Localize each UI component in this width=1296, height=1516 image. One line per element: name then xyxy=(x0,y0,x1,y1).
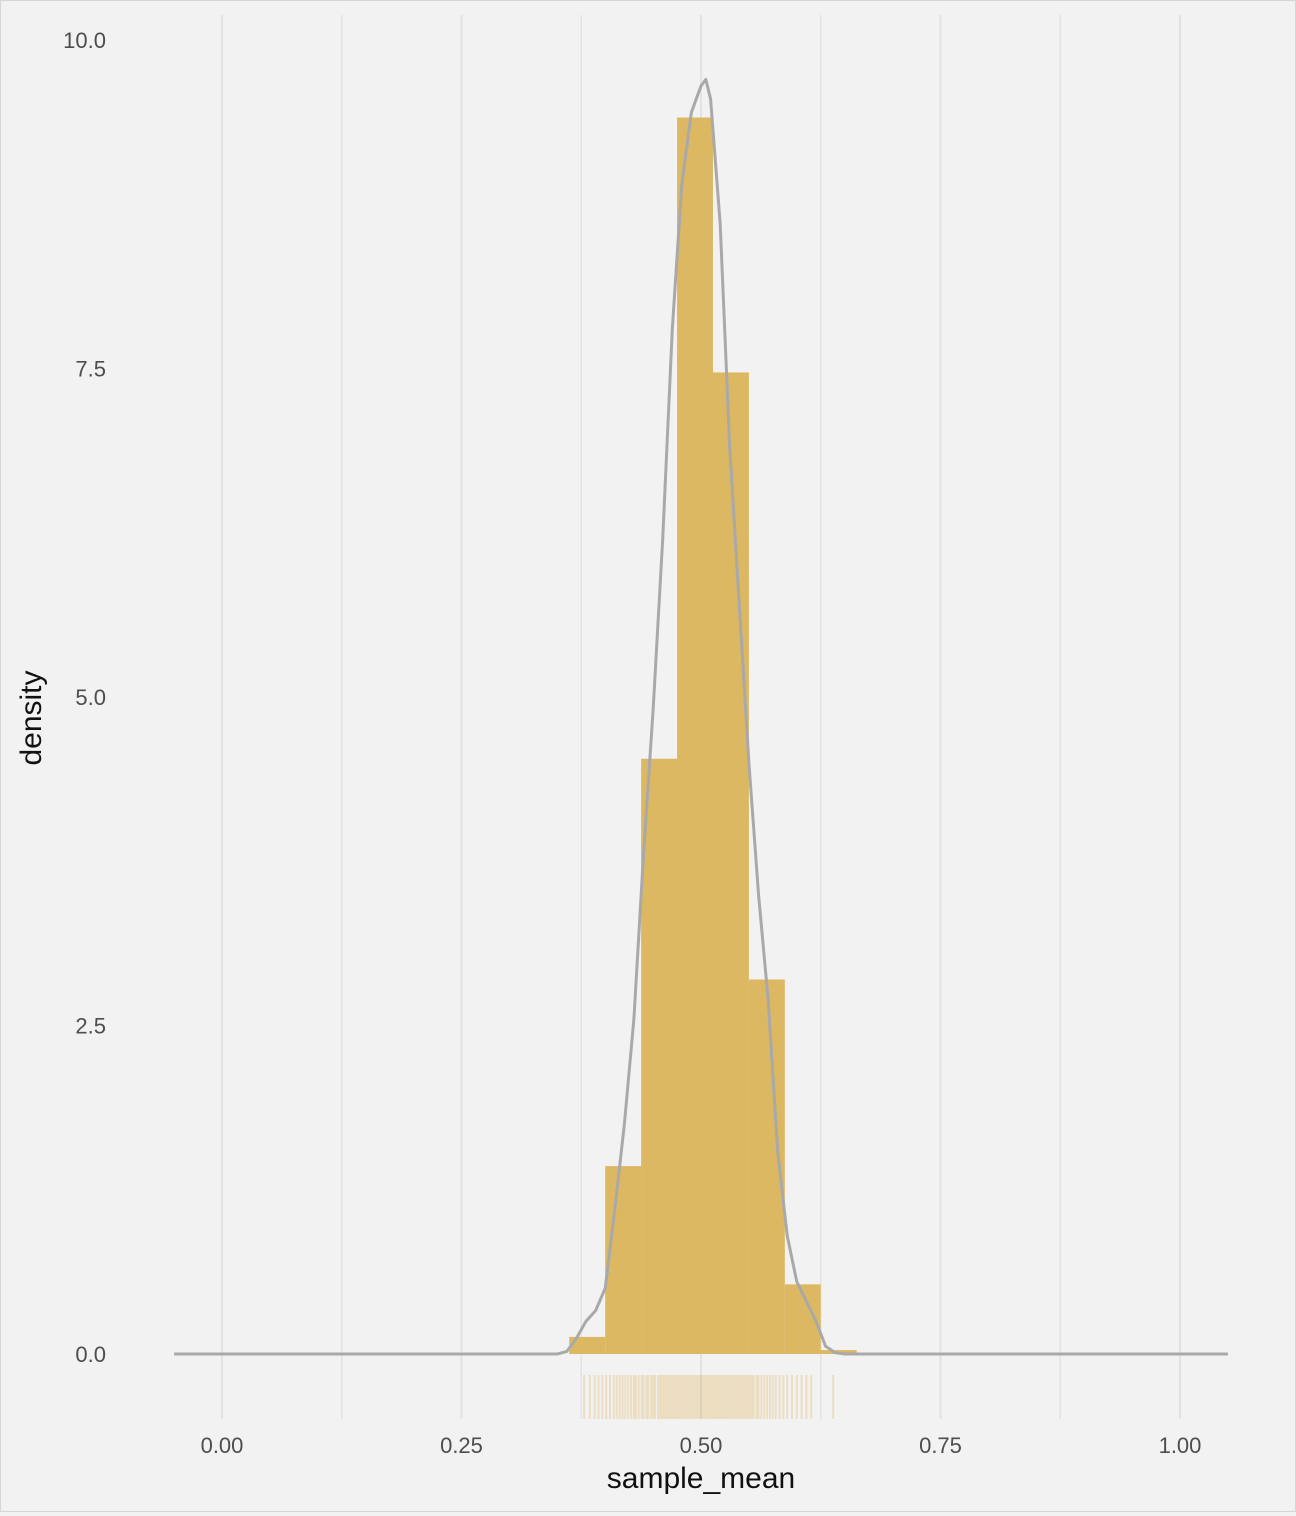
x-axis-title: sample_mean xyxy=(607,1462,795,1495)
histogram-bar xyxy=(605,1166,642,1354)
x-tick-label: 0.25 xyxy=(440,1433,483,1458)
histogram-bars xyxy=(569,117,857,1354)
y-axis-title: density xyxy=(15,670,48,765)
histogram-bar xyxy=(641,758,678,1354)
x-tick-label: 1.00 xyxy=(1159,1433,1202,1458)
y-tick-label: 10.0 xyxy=(63,28,106,53)
y-tick-label: 7.5 xyxy=(75,357,106,382)
y-tick-label: 0.0 xyxy=(75,1342,106,1367)
x-tick-label: 0.50 xyxy=(680,1433,723,1458)
histogram-bar xyxy=(712,372,749,1354)
rug-marks xyxy=(583,1375,835,1419)
y-tick-label: 2.5 xyxy=(75,1014,106,1039)
histogram-bar xyxy=(677,117,713,1354)
density-line xyxy=(174,77,1228,1356)
histogram-bar xyxy=(569,1336,606,1354)
x-tick-label: 0.00 xyxy=(201,1433,244,1458)
x-axis-ticks: 0.00 0.25 0.50 0.75 1.00 xyxy=(201,1433,1202,1458)
y-tick-label: 5.0 xyxy=(75,685,106,710)
y-axis-ticks: 0.0 2.5 5.0 7.5 10.0 xyxy=(63,28,106,1367)
x-tick-label: 0.75 xyxy=(919,1433,962,1458)
density-curve xyxy=(174,77,1228,1356)
